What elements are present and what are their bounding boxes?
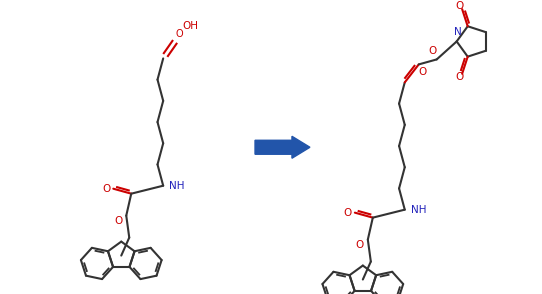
Text: O: O	[176, 29, 183, 39]
Text: O: O	[344, 208, 352, 218]
Text: O: O	[418, 67, 427, 77]
Text: N: N	[454, 27, 462, 37]
Text: O: O	[114, 216, 122, 225]
Text: O: O	[429, 46, 437, 56]
Text: O: O	[356, 240, 364, 250]
FancyArrow shape	[255, 136, 310, 158]
Text: NH: NH	[411, 205, 427, 215]
Text: O: O	[456, 1, 464, 11]
Text: O: O	[102, 184, 111, 194]
Text: O: O	[456, 71, 464, 81]
Text: NH: NH	[170, 181, 185, 191]
Text: OH: OH	[182, 21, 198, 31]
